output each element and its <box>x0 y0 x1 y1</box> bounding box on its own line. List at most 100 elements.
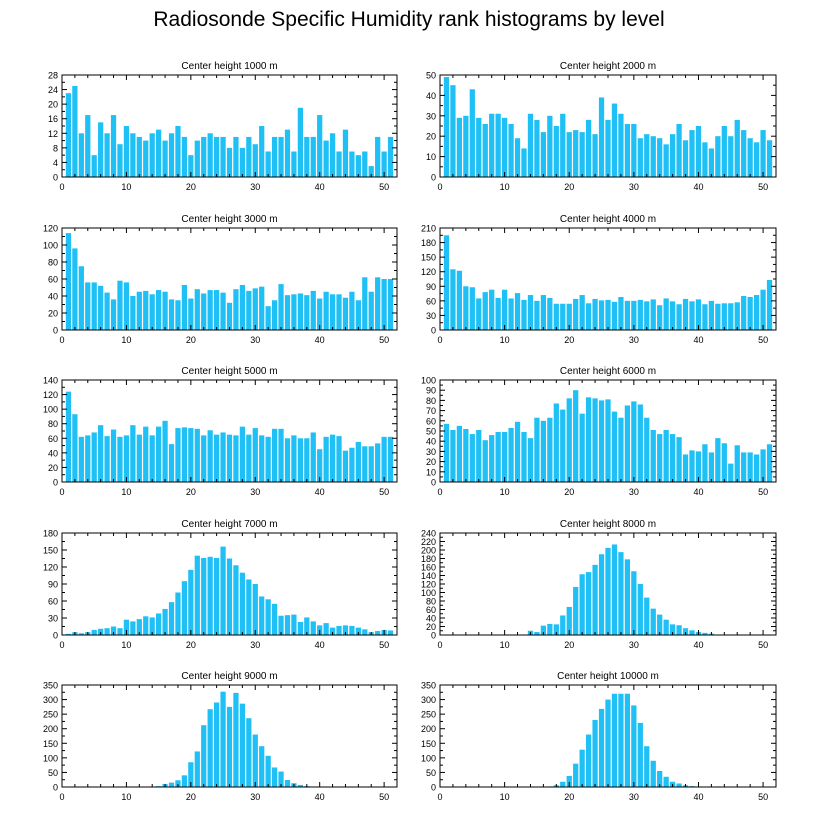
histogram-bar <box>624 559 631 635</box>
histogram-bar <box>450 269 456 330</box>
histogram-bar <box>760 289 766 330</box>
histogram-bar <box>560 303 566 330</box>
histogram-bar <box>618 417 624 482</box>
histogram-bar <box>91 629 97 635</box>
x-tick-label: 30 <box>250 792 260 802</box>
histogram-bar <box>362 629 368 635</box>
x-tick-label: 10 <box>121 182 131 192</box>
x-tick-label: 0 <box>437 792 442 802</box>
histogram-bar <box>514 293 521 330</box>
histogram-bar <box>618 296 624 330</box>
histogram-bar <box>637 722 643 787</box>
histogram-bar <box>259 596 265 635</box>
y-tick-label: 28 <box>48 71 58 81</box>
histogram-bar <box>362 277 368 330</box>
histogram-bar <box>78 633 84 635</box>
histogram-bar <box>663 776 669 787</box>
y-tick-label: 30 <box>426 447 436 457</box>
histogram-bar <box>323 291 329 330</box>
histogram-bar <box>676 123 682 177</box>
y-tick-label: 350 <box>421 681 436 691</box>
histogram-bar <box>579 132 585 177</box>
y-tick-label: 16 <box>48 114 58 124</box>
x-tick-label: 10 <box>500 182 510 192</box>
histogram-bar <box>136 136 142 177</box>
histogram-bar <box>469 287 475 330</box>
histogram-bar <box>317 449 323 482</box>
histogram-bar <box>663 144 669 177</box>
y-tick-label: 0 <box>431 631 436 641</box>
histogram-bar <box>605 119 611 177</box>
y-tick-label: 100 <box>43 753 58 763</box>
histogram-bar <box>246 136 252 177</box>
histogram-bar <box>317 115 323 177</box>
panel-title: Center height 4000 m <box>560 214 656 225</box>
y-tick-label: 300 <box>43 695 58 705</box>
histogram-bar <box>702 444 708 482</box>
x-tick-label: 20 <box>186 335 196 345</box>
histogram-bar <box>501 289 508 330</box>
x-tick-label: 10 <box>121 640 131 650</box>
histogram-bar <box>181 775 188 787</box>
histogram-bar <box>579 295 585 330</box>
y-tick-label: 240 <box>421 529 436 539</box>
histogram-bar <box>715 303 721 330</box>
histogram-bar <box>226 147 233 177</box>
histogram-bar <box>605 547 611 635</box>
histogram-bar <box>149 294 155 330</box>
x-tick-label: 10 <box>500 487 510 497</box>
y-tick-label: 120 <box>43 224 58 234</box>
histogram-bar <box>637 584 643 635</box>
histogram-bar <box>284 780 291 787</box>
y-tick-label: 120 <box>43 563 58 573</box>
histogram-bar <box>239 426 246 482</box>
figure-title: Radiosonde Specific Humidity rank histog… <box>153 8 665 31</box>
histogram-bar <box>143 616 149 635</box>
histogram-bar <box>284 295 291 330</box>
histogram-bar <box>368 166 374 177</box>
histogram-bar <box>611 301 618 330</box>
x-tick-label: 0 <box>59 640 64 650</box>
histogram-bar <box>181 284 188 330</box>
y-tick-label: 40 <box>48 292 58 302</box>
y-tick-label: 20 <box>48 100 58 110</box>
histogram-bar <box>624 123 631 177</box>
histogram-bar <box>547 297 553 330</box>
histogram-bar <box>207 290 213 330</box>
histogram-bar <box>592 564 598 635</box>
histogram-bar <box>741 296 747 330</box>
histogram-bar <box>689 130 695 177</box>
x-tick-label: 30 <box>250 640 260 650</box>
histogram-bar <box>721 303 727 330</box>
histogram-bar <box>741 452 747 482</box>
y-tick-label: 60 <box>426 416 436 426</box>
histogram-bar <box>624 405 631 482</box>
histogram-bar <box>271 136 278 177</box>
histogram-bar <box>682 454 689 482</box>
histogram-bar <box>527 113 534 177</box>
histogram-bar <box>149 133 155 177</box>
histogram-bar <box>207 556 213 635</box>
histogram-bar <box>368 446 374 482</box>
histogram-bar <box>573 763 579 787</box>
histogram-bar <box>669 134 676 177</box>
y-tick-label: 150 <box>43 546 58 556</box>
y-tick-label: 60 <box>426 605 436 615</box>
histogram-bar <box>443 77 450 177</box>
histogram-bar <box>482 440 488 482</box>
x-tick-label: 0 <box>437 487 442 497</box>
y-tick-label: 0 <box>431 478 436 488</box>
histogram-bar <box>194 751 200 787</box>
histogram-bar <box>284 615 291 635</box>
histogram-bar <box>592 134 598 177</box>
histogram-bar <box>598 400 605 482</box>
histogram-bar <box>143 426 149 482</box>
panel-6: Center height 6000 m01020304050607080901… <box>421 366 777 497</box>
histogram-bar <box>349 625 355 635</box>
histogram-bar <box>637 138 643 177</box>
histogram-bar <box>689 630 695 635</box>
histogram-bar <box>553 624 559 635</box>
panel-7: Center height 7000 m 0 30 60 90 120 150 180 0 10 2… <box>43 519 398 650</box>
histogram-bar <box>156 613 162 635</box>
y-tick-label: 180 <box>421 554 436 564</box>
